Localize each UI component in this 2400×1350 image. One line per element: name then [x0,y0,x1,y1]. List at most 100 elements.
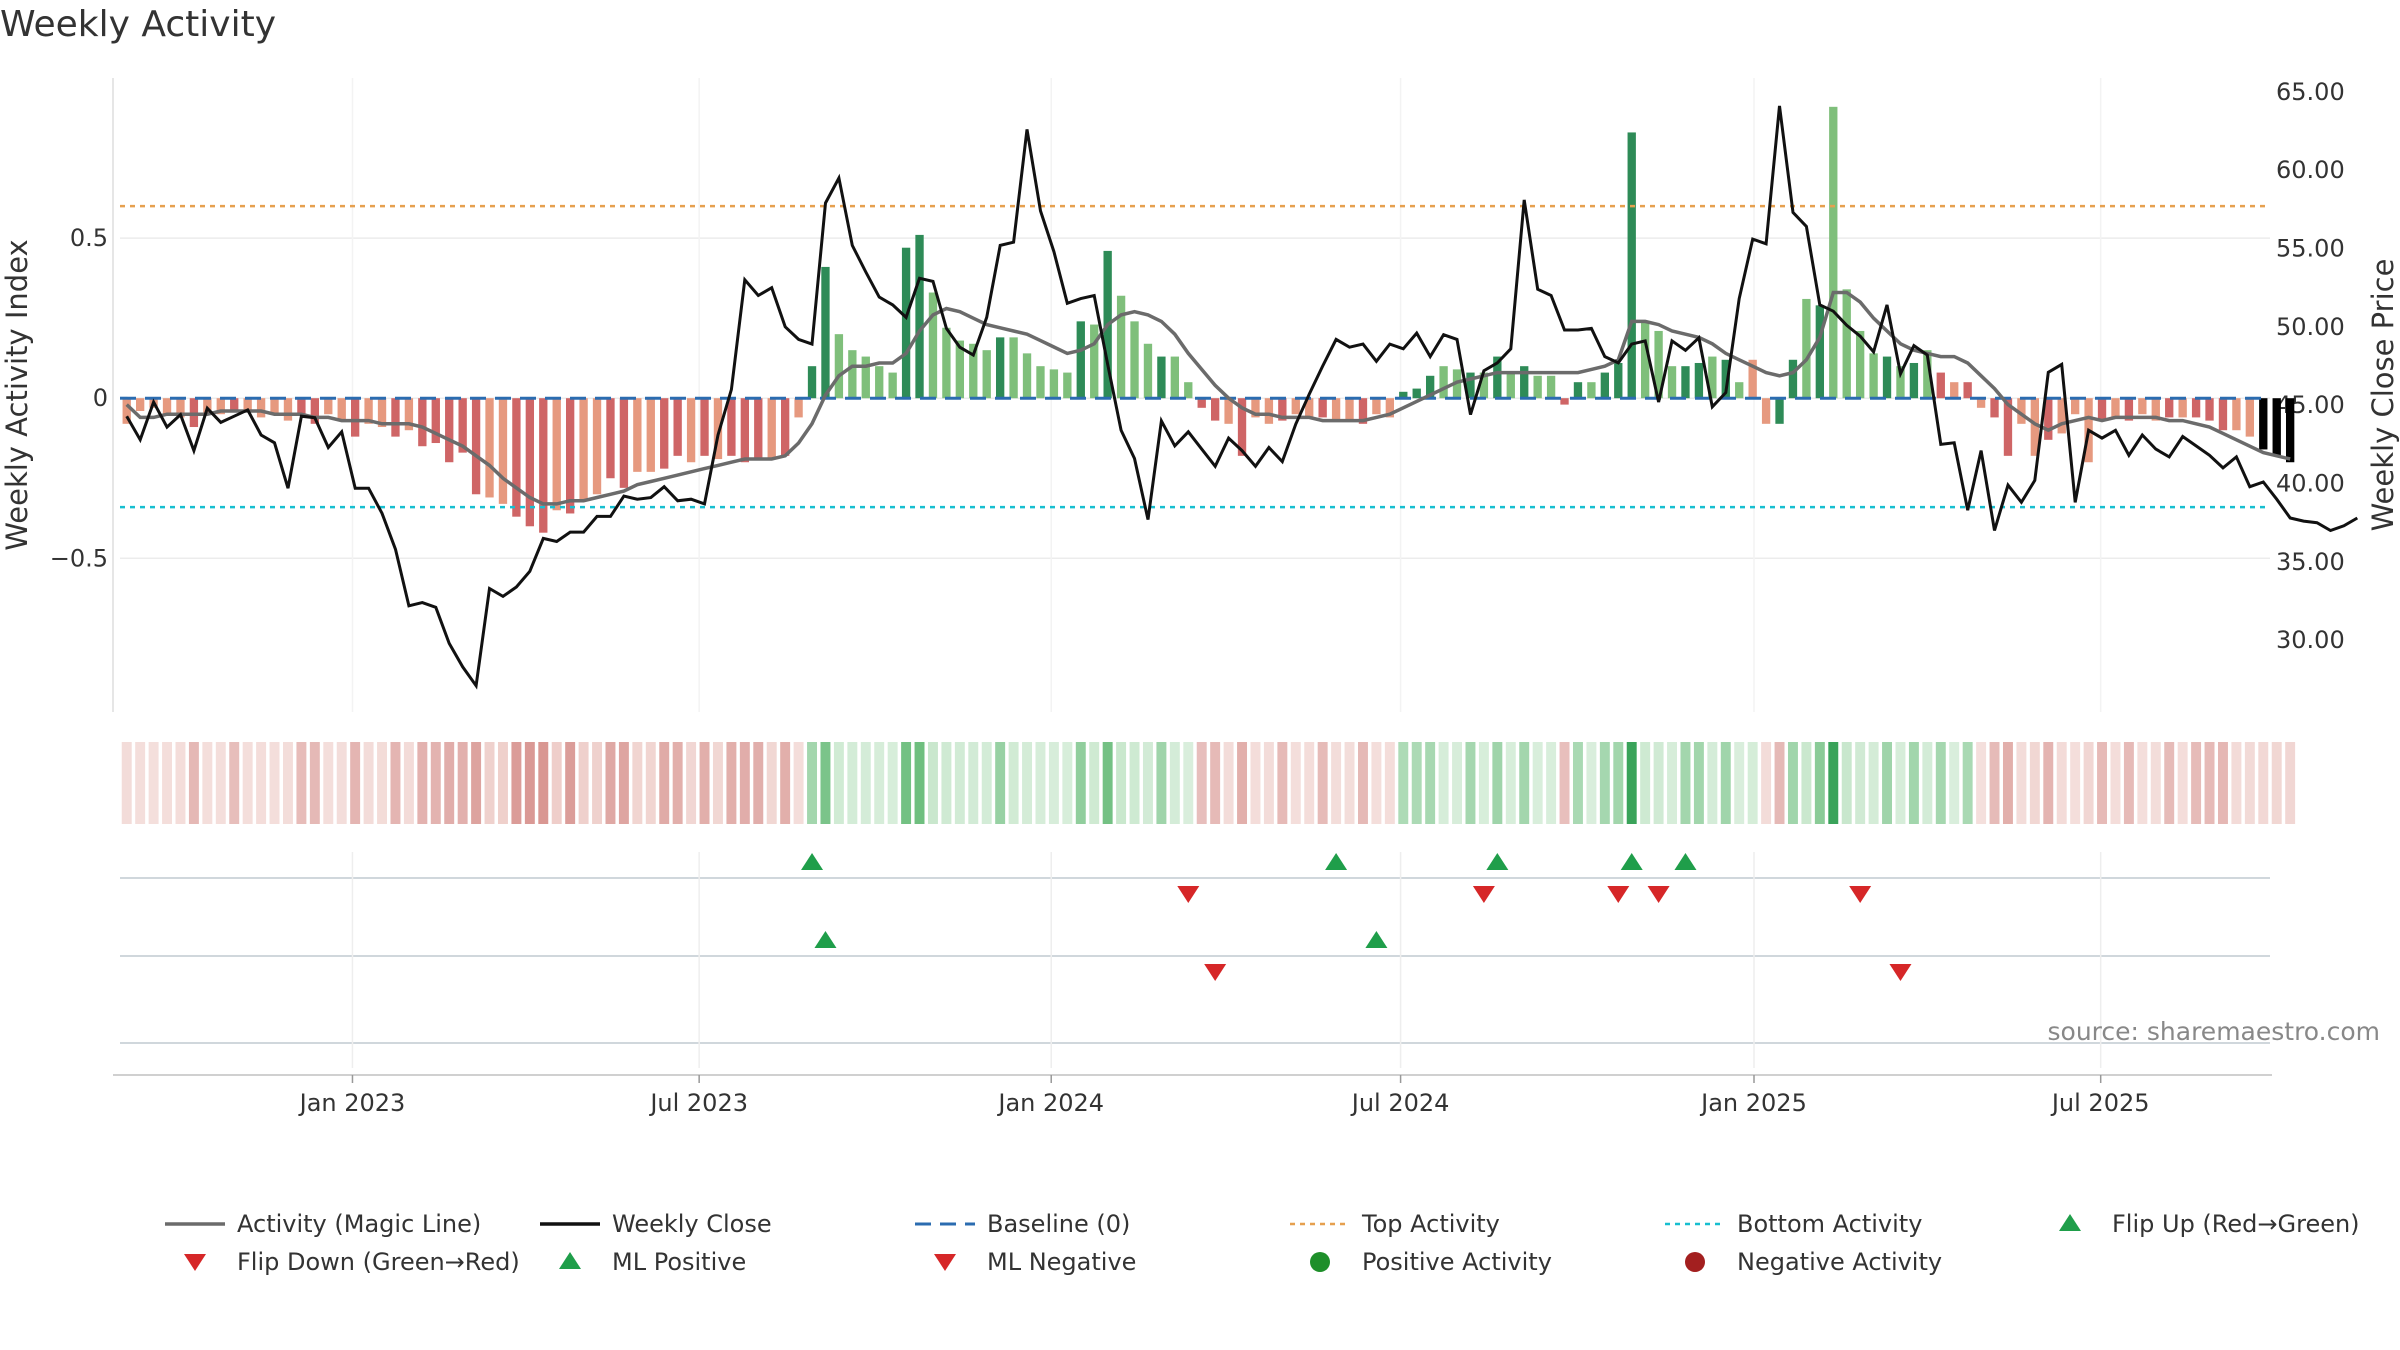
strip-cell [484,742,495,824]
activity-bar [1990,398,1999,418]
activity-bar [1076,321,1085,399]
activity-bar [2070,398,2080,415]
strip-cell [202,742,213,824]
strip-cell [350,742,361,824]
activity-bar [2138,398,2147,415]
legend-label: Flip Up (Red→Green) [2112,1210,2360,1238]
strip-cell [2164,742,2175,824]
strip-cell [1035,742,1046,824]
activity-bar [1466,372,1475,399]
activity-bar [1331,398,1341,421]
legend-item: Top Activity [1290,1210,1500,1238]
strip-cell [524,742,535,824]
activity-bar [1721,359,1730,399]
source-label: source: sharemaestro.com [2048,1017,2381,1046]
activity-bar [445,398,454,463]
strip-cell [1707,742,1718,824]
legend-item: ML Negative [934,1248,1136,1276]
strip-cell [954,742,965,824]
activity-bar [1009,337,1018,399]
strip-cell [1008,742,1019,824]
flip-up-marker [1325,853,1348,870]
legend-label: Positive Activity [1362,1248,1552,1276]
flip-down-marker [1177,886,1200,903]
strip-cell [2083,742,2094,824]
activity-bar [2191,398,2201,418]
activity-bar [888,372,897,399]
strip-cell [1532,742,1543,824]
strip-cell [1290,742,1301,824]
strip-cell [1787,742,1798,824]
flip-down-marker [1849,886,1872,903]
strip-cell [1599,742,1610,824]
strip-cell [1223,742,1234,824]
activity-bar [364,398,373,424]
strip-cell [1371,742,1382,824]
activity-bar [780,398,790,456]
legend-item: ML Positive [559,1248,746,1276]
strip-cell [1895,742,1906,824]
strip-cell [1411,742,1422,824]
activity-bar [1842,289,1851,399]
activity-bar [350,398,360,437]
strip-cell [2029,742,2040,824]
flip-down-marker [1647,886,1670,903]
strip-cell [659,742,670,824]
strip-cell [1089,742,1100,824]
series-lines [120,105,2359,690]
strip-cell [1357,742,1368,824]
activity-bar [431,398,440,444]
strip-cell [1747,742,1758,824]
activity-bar [713,398,723,460]
activity-bar [969,343,978,399]
activity-bar [1493,356,1502,399]
strip-cell [215,742,226,824]
strip-cell [712,742,723,824]
strip-cell [551,742,562,824]
activity-bar [2151,398,2160,421]
strip-cell [511,742,522,824]
strip-cell [1962,742,1973,824]
legend-label: ML Negative [987,1248,1136,1276]
flip-up-marker [1620,853,1643,870]
activity-bar [1197,398,1206,408]
activity-bar [1291,398,1300,415]
strip-cell [1761,742,1772,824]
strip-cell [739,742,750,824]
activity-bar [1533,375,1542,399]
strip-cell [632,742,643,824]
strip-cell [175,742,186,824]
flip-up-marker [801,853,824,870]
strip-cell [1814,742,1825,824]
strip-cell [686,742,697,824]
activity-bar [1063,372,1072,399]
activity-bar [1694,362,1704,399]
legend-label: Weekly Close [612,1210,772,1238]
activity-bar [1815,305,1825,399]
activity-bar [982,350,991,399]
activity-bar [875,366,884,399]
strip-cell [914,742,925,824]
activity-strip [121,742,2296,824]
strip-cell [282,742,293,824]
activity-bar [2272,398,2281,456]
strip-cell [1734,742,1745,824]
strip-cell [1129,742,1140,824]
strip-cell [1519,742,1530,824]
x-tick-label: Jul 2024 [1350,1089,1450,1117]
activity-bar [458,398,467,453]
activity-bar [2017,398,2026,424]
legend-swatch [559,1252,581,1269]
activity-bar [727,398,736,456]
signal-panels [120,852,2270,1068]
strip-cell [1196,742,1207,824]
strip-cell [780,742,791,824]
activity-bar [2259,398,2268,450]
activity-bar [256,398,266,418]
legend-swatch [1310,1252,1330,1272]
activity-bar [1882,356,1892,399]
activity-bar [1345,398,1354,421]
activity-bar [1896,366,1905,399]
activity-bar [1049,369,1059,399]
activity-bar [955,340,965,399]
